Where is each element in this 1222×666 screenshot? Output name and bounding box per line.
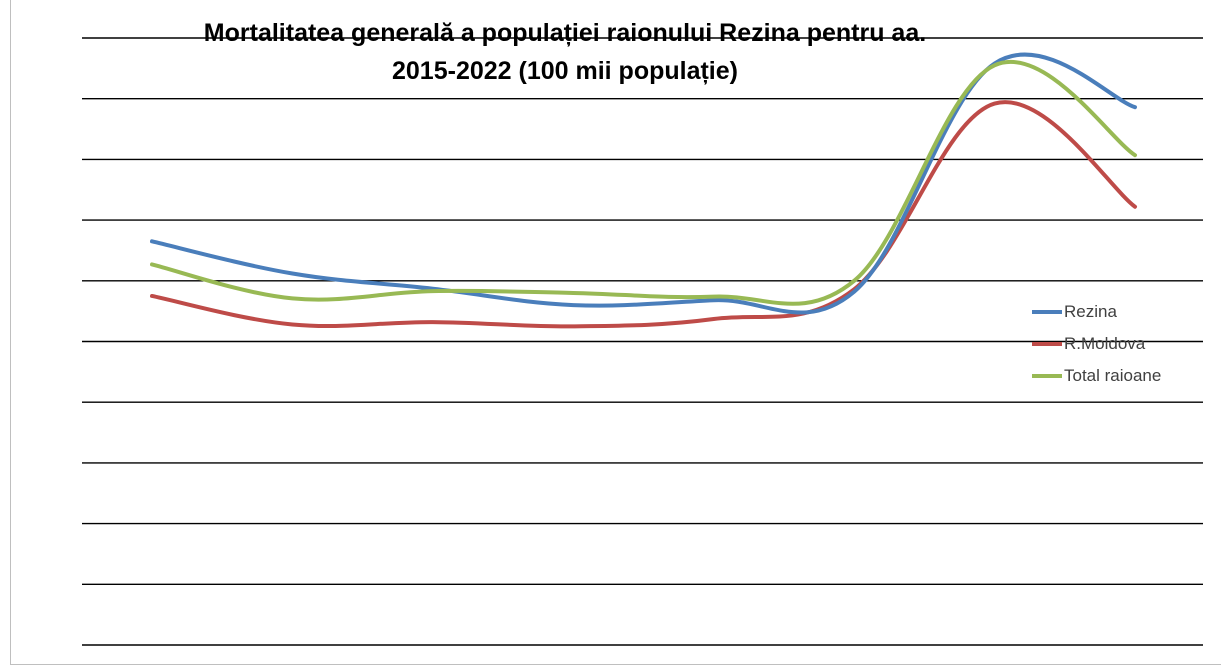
legend-item-total-raioane: Total raioane: [1032, 360, 1161, 392]
chart-title: Mortalitatea generală a populației raion…: [100, 14, 1030, 90]
chart-legend: Rezina R.Moldova Total raioane: [1032, 296, 1161, 392]
series-line-rezina: [150, 52, 1137, 315]
gridlines: [82, 37, 1203, 646]
series-lines: [150, 52, 1137, 329]
legend-item-rezina: Rezina: [1032, 296, 1161, 328]
chart-title-line-2: 2015-2022 (100 mii populație): [392, 57, 738, 85]
legend-label: Total raioane: [1064, 366, 1162, 385]
legend-item-r-moldova: R.Moldova: [1032, 328, 1161, 360]
legend-label: R.Moldova: [1064, 334, 1146, 353]
chart-frame: [10, 0, 1221, 665]
legend-label: Rezina: [1064, 302, 1117, 321]
legend-swatch-r-moldova: [1032, 342, 1062, 346]
legend-swatch-rezina: [1032, 310, 1062, 314]
legend-swatch-total-raioane: [1032, 374, 1062, 378]
chart-title-line-1: Mortalitatea generală a populației raion…: [203, 19, 927, 47]
series-line-r-moldova: [150, 100, 1137, 329]
series-line-total-raioane: [150, 60, 1137, 306]
